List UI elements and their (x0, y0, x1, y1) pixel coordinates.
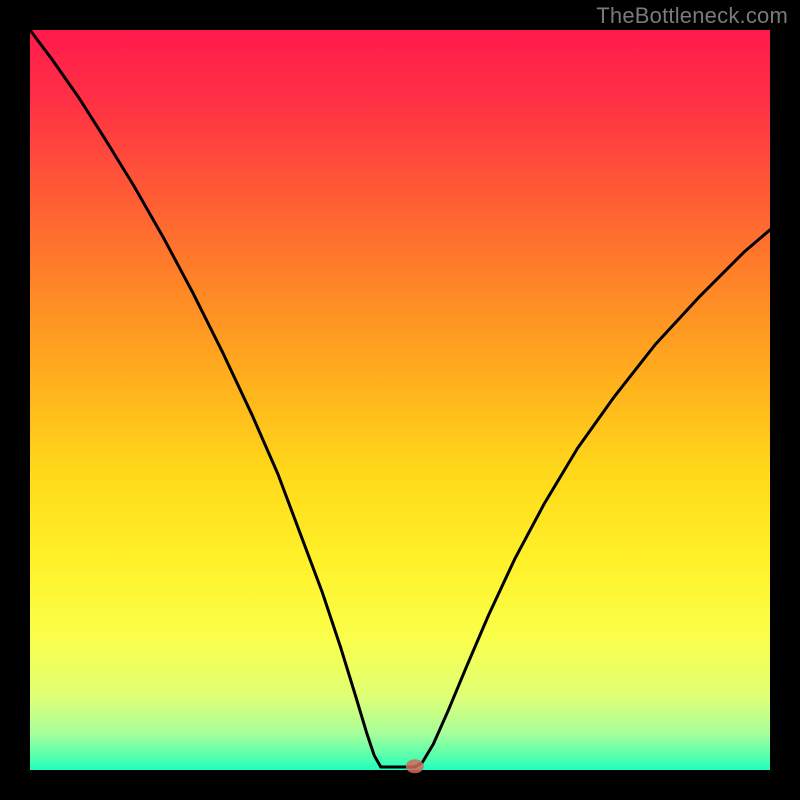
watermark-text: TheBottleneck.com (596, 3, 788, 29)
bottleneck-curve (30, 30, 770, 767)
chart-frame: TheBottleneck.com (0, 0, 800, 800)
plot-area (30, 30, 770, 770)
minimum-marker (406, 759, 424, 773)
chart-svg (30, 30, 770, 770)
